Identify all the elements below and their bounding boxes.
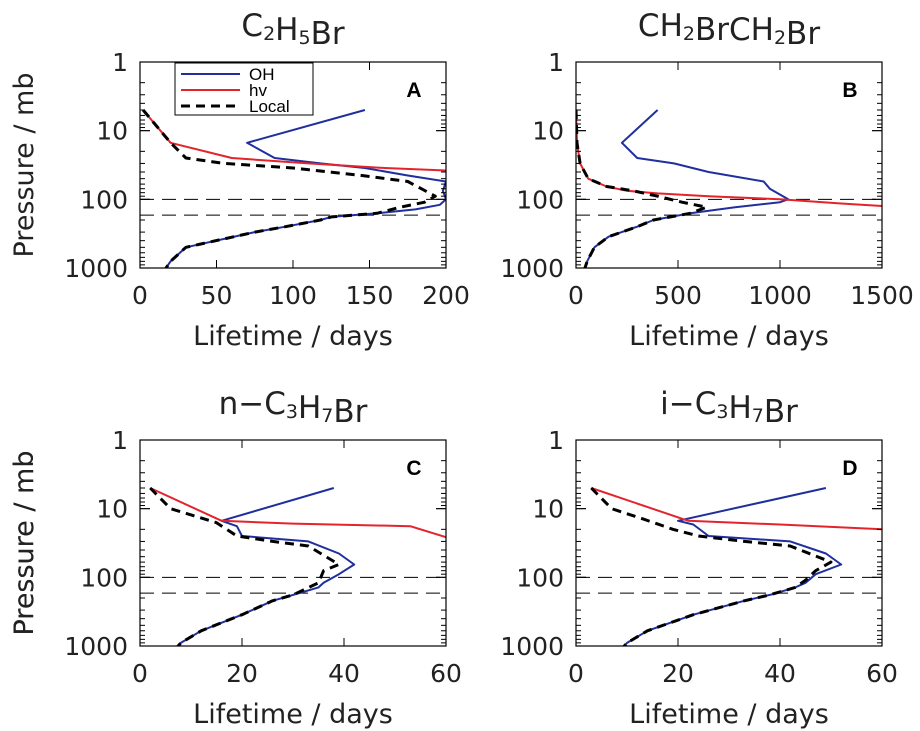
x-tick-label: 500 [654,281,702,310]
plot-frame [575,61,883,269]
y-axis-label: Pressure / mb [9,451,40,636]
x-tick-label: 20 [226,659,258,688]
x-tick-label: 60 [430,659,462,688]
series-line-oh [176,487,356,646]
legend-label: hv [249,81,267,100]
plot-area [149,486,446,646]
series-line-local [590,486,833,646]
x-tick-label: 60 [866,659,898,688]
legend-label: OH [249,65,275,84]
y-tick-label: 1 [112,426,128,455]
plot-frame [575,439,883,647]
x-axis-label: Lifetime / days [193,321,393,352]
panel-label: D [842,457,857,480]
y-tick-label: 1000 [64,632,128,661]
x-tick-label: 1500 [850,281,914,310]
y-tick-label: 10 [96,495,128,524]
x-axis-label: Lifetime / days [629,699,829,730]
x-tick-label: 20 [662,659,694,688]
y-axis-label: Pressure / mb [9,451,40,636]
plot-frame [139,439,447,647]
y-tick-label: 100 [80,563,128,592]
y-tick-label: 100 [80,185,128,214]
chart-panel-c: n−C3H7Br 0 20 40 60 1 10 100 1000 Lifetime / days… [9,386,462,730]
x-tick-label: 50 [201,281,233,310]
y-axis-label: Pressure / mb [9,73,40,258]
chart-panel-a: C2H5Br 0 50 100 150 200 1 10 100 1000 Lifetime / d… [9,8,470,352]
x-tick-label: 150 [346,281,394,310]
legend-label: Local [249,97,290,116]
panel-label: C [406,457,421,480]
y-tick-label: 1000 [500,632,564,661]
chart-panel-b: CH2BrCH2Br 0 500 1000 1500 1 10 100 1000 Lifetime… [500,8,913,352]
x-axis-label: Lifetime / days [629,321,829,352]
y-tick-label: 1 [112,48,128,77]
y-tick-label: 10 [532,117,564,146]
x-tick-label: 0 [568,659,584,688]
chart-title: n−C3H7Br [219,386,368,430]
plot-area [590,486,882,646]
series-line-local [149,486,341,646]
x-tick-label: 1000 [748,281,812,310]
x-tick-label: 0 [568,281,584,310]
series-line-oh [164,109,446,268]
y-tick-label: 100 [516,563,564,592]
chart-title: CH2BrCH2Br [638,8,820,52]
series-line-hv [142,109,446,172]
x-tick-label: 40 [328,659,360,688]
x-tick-label: 40 [764,659,796,688]
chart-title: i−C3H7Br [660,386,798,430]
y-tick-label: 10 [532,495,564,524]
series-line-local [576,109,709,268]
plot-area [141,109,446,268]
series-line-oh [583,109,790,268]
y-tick-label: 1 [548,48,564,77]
y-tick-label: 100 [516,185,564,214]
panel-label: A [406,79,421,102]
series-line-hv [590,487,882,531]
series-line-hv [149,487,446,539]
panel-label: B [842,79,857,102]
x-tick-label: 0 [132,659,148,688]
x-tick-label: 100 [269,281,317,310]
y-tick-label: 1 [548,426,564,455]
plot-area [576,109,882,268]
x-tick-label: 200 [422,281,470,310]
series-line-oh [622,487,843,646]
series-line-hv [576,109,882,207]
y-tick-label: 10 [96,117,128,146]
x-tick-label: 0 [132,281,148,310]
chart-title: C2H5Br [241,8,344,52]
x-axis-label: Lifetime / days [193,699,393,730]
series-line-local [141,109,437,268]
y-tick-label: 1000 [500,254,564,283]
y-tick-label: 1000 [64,254,128,283]
